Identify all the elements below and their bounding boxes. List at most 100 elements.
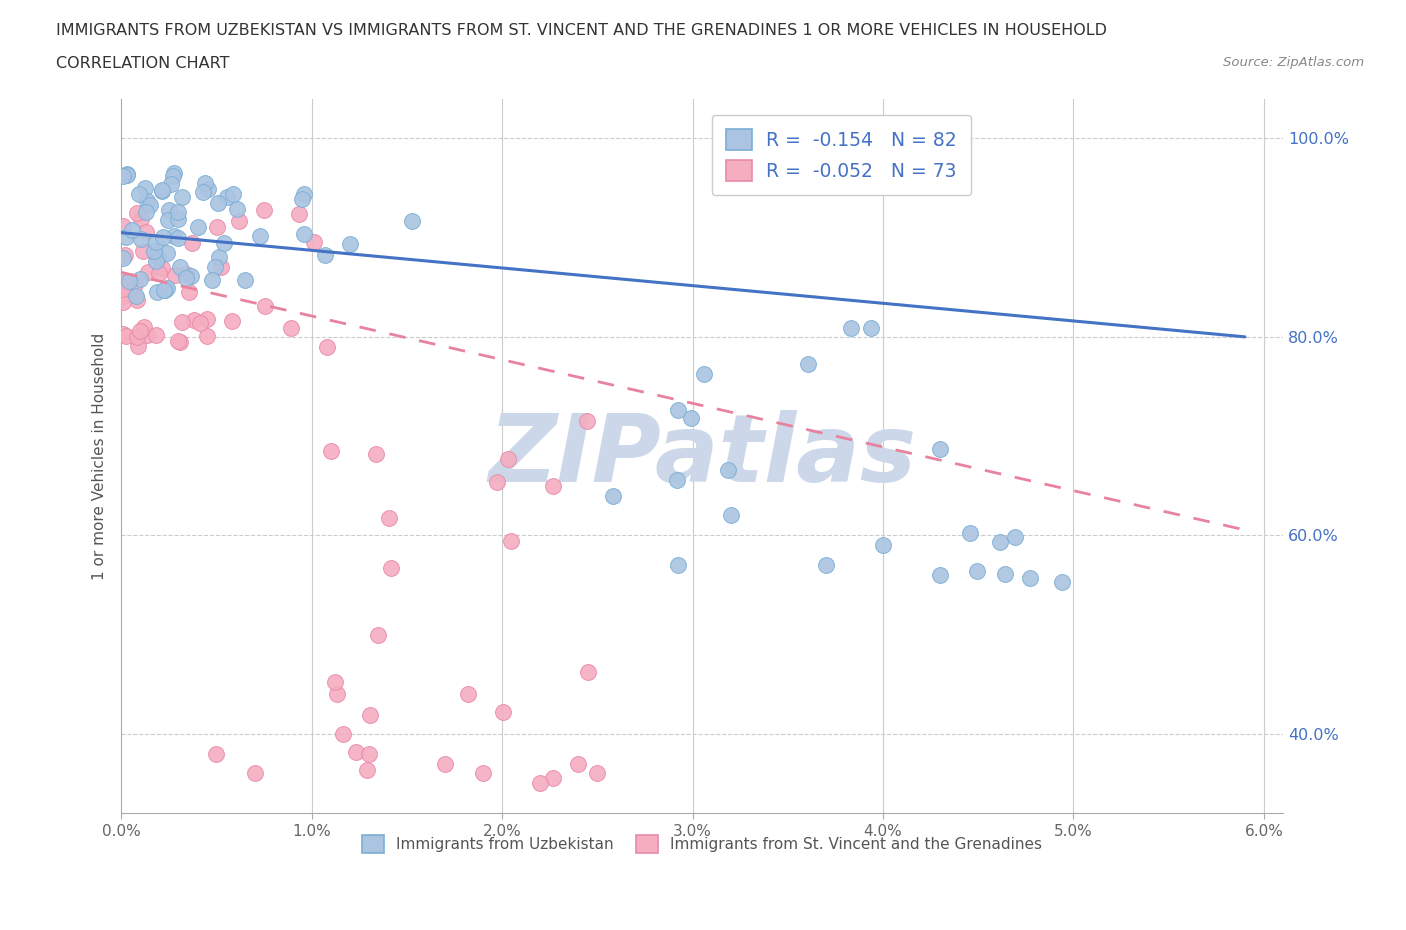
Point bbox=[128, 186, 150, 201]
Point bbox=[152, 283, 174, 298]
Point bbox=[148, 265, 170, 280]
Point bbox=[169, 259, 191, 274]
Point bbox=[179, 285, 201, 299]
Point bbox=[139, 197, 162, 212]
Point bbox=[145, 328, 167, 343]
Point bbox=[499, 533, 522, 548]
Point bbox=[222, 187, 245, 202]
Point bbox=[146, 250, 169, 265]
Point bbox=[288, 206, 311, 221]
Point bbox=[575, 414, 598, 429]
Point bbox=[359, 708, 381, 723]
Point bbox=[243, 766, 266, 781]
Point bbox=[212, 235, 235, 250]
Point bbox=[167, 333, 190, 348]
Point bbox=[114, 248, 136, 263]
Point bbox=[541, 771, 564, 786]
Point bbox=[127, 206, 149, 220]
Point bbox=[124, 276, 146, 291]
Point bbox=[150, 184, 173, 199]
Point bbox=[143, 244, 166, 259]
Point bbox=[135, 205, 157, 219]
Point bbox=[207, 196, 229, 211]
Point bbox=[163, 229, 186, 244]
Point bbox=[136, 194, 159, 209]
Point bbox=[153, 283, 176, 298]
Point bbox=[356, 763, 378, 777]
Point bbox=[145, 285, 167, 299]
Point bbox=[201, 272, 224, 287]
Point bbox=[314, 248, 336, 263]
Point bbox=[326, 686, 349, 701]
Point bbox=[162, 168, 184, 183]
Point bbox=[401, 213, 423, 228]
Point bbox=[1019, 570, 1042, 585]
Point bbox=[169, 335, 191, 350]
Point bbox=[872, 538, 894, 552]
Point bbox=[315, 339, 337, 354]
Point bbox=[221, 314, 243, 329]
Point bbox=[156, 246, 179, 260]
Point bbox=[567, 756, 589, 771]
Point bbox=[205, 219, 228, 234]
Point bbox=[112, 295, 135, 310]
Point bbox=[112, 282, 135, 297]
Point bbox=[112, 168, 135, 183]
Point bbox=[339, 236, 361, 251]
Point bbox=[112, 251, 135, 266]
Point bbox=[576, 665, 599, 680]
Point bbox=[860, 321, 883, 336]
Point bbox=[1050, 575, 1073, 590]
Point bbox=[128, 272, 150, 287]
Point bbox=[132, 319, 155, 334]
Point bbox=[204, 260, 226, 275]
Point bbox=[292, 187, 315, 202]
Point bbox=[529, 776, 551, 790]
Point bbox=[586, 766, 609, 781]
Point bbox=[159, 177, 181, 192]
Point bbox=[166, 211, 188, 226]
Point bbox=[125, 293, 148, 308]
Point bbox=[720, 508, 742, 523]
Point bbox=[135, 224, 157, 239]
Point bbox=[302, 234, 325, 249]
Point bbox=[602, 488, 624, 503]
Point bbox=[225, 202, 247, 217]
Point bbox=[666, 557, 689, 572]
Point bbox=[1004, 530, 1026, 545]
Point bbox=[928, 442, 950, 457]
Point bbox=[457, 686, 479, 701]
Point bbox=[134, 180, 156, 195]
Point bbox=[170, 190, 193, 205]
Point bbox=[136, 264, 159, 279]
Point bbox=[249, 229, 271, 244]
Point bbox=[796, 356, 818, 371]
Point bbox=[114, 275, 136, 290]
Point bbox=[135, 327, 157, 342]
Point bbox=[180, 269, 202, 284]
Point bbox=[115, 167, 138, 182]
Legend: Immigrants from Uzbekistan, Immigrants from St. Vincent and the Grenadines: Immigrants from Uzbekistan, Immigrants f… bbox=[356, 830, 1047, 859]
Point bbox=[498, 452, 520, 467]
Point bbox=[959, 525, 981, 540]
Text: ZIPatlas: ZIPatlas bbox=[488, 410, 917, 502]
Point bbox=[125, 289, 148, 304]
Point bbox=[157, 203, 180, 218]
Point bbox=[814, 558, 837, 573]
Point bbox=[194, 175, 217, 190]
Point bbox=[492, 704, 515, 719]
Point bbox=[966, 564, 988, 578]
Point bbox=[166, 205, 188, 219]
Point bbox=[209, 259, 232, 274]
Point bbox=[174, 266, 197, 281]
Point bbox=[929, 567, 952, 582]
Point bbox=[157, 212, 180, 227]
Point bbox=[253, 203, 276, 218]
Point bbox=[112, 289, 135, 304]
Text: IMMIGRANTS FROM UZBEKISTAN VS IMMIGRANTS FROM ST. VINCENT AND THE GRENADINES 1 O: IMMIGRANTS FROM UZBEKISTAN VS IMMIGRANTS… bbox=[56, 23, 1108, 38]
Point bbox=[666, 472, 689, 487]
Point bbox=[112, 326, 135, 341]
Point bbox=[114, 329, 136, 344]
Point bbox=[364, 446, 387, 461]
Point bbox=[486, 474, 509, 489]
